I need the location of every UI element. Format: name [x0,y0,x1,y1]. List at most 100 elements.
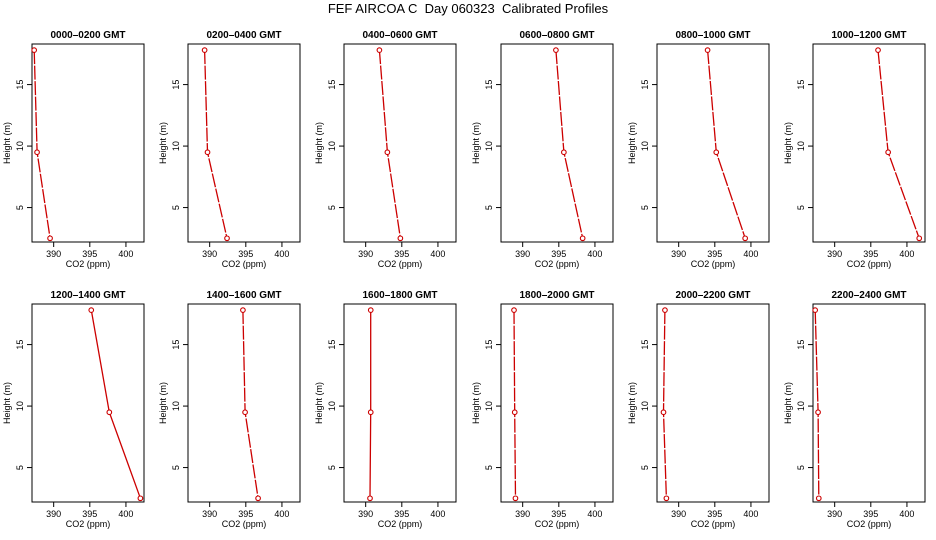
chart-5-xtick-label-1: 395 [863,249,878,259]
chart-5-point-2 [916,235,923,242]
chart-5-xtick-label-2: 400 [899,249,914,259]
chart-6-ytick-label-1: 10 [15,401,25,411]
chart-8-point-1 [367,409,374,416]
chart-3-xtick-label-1: 395 [551,249,566,259]
chart-4-frame [656,43,770,243]
chart-10-point-2 [663,495,670,502]
chart-8-point-2 [367,495,373,502]
chart-0-ylabel: Height (m) [2,122,12,164]
chart-7-xtick-label-2: 400 [274,509,289,519]
chart-3-point-2 [579,235,586,242]
chart-10-ytick-label-1: 10 [640,401,650,411]
chart-4-xlabel: CO2 (ppm) [691,259,736,269]
chart-1-ytick-label-1: 10 [171,141,181,151]
chart-8-point-0 [367,307,374,313]
chart-4-title: 0800–1000 GMT [675,30,750,41]
chart-8-ytick-label-0: 5 [327,465,337,470]
chart-2-point-2 [397,235,404,242]
chart-10-ylabel: Height (m) [627,382,637,424]
chart-1-ytick-label-0: 5 [171,205,181,210]
chart-6-series-line-0 [90,309,142,499]
chart-4-series-line-0 [706,50,746,239]
chart-0-point-2 [47,235,53,242]
chart-3-xtick-label-0: 390 [515,249,530,259]
chart-1-title: 0200–0400 GMT [206,30,281,41]
chart-0-xtick-label-1: 395 [82,249,97,259]
chart-7-ytick-label-0: 5 [171,465,181,470]
chart-9-title: 1800–2000 GMT [519,290,594,301]
chart-3-series-line-0 [555,50,584,239]
chart-5-ytick-label-0: 5 [796,205,806,210]
chart-2-ytick-label-0: 5 [327,205,337,210]
chart-1-frame [187,43,301,243]
chart-9-xtick-label-0: 390 [515,509,530,519]
chart-8-ytick-label-2: 15 [327,340,337,350]
chart-5-title: 1000–1200 GMT [831,30,906,41]
chart-9-ytick-label-2: 15 [484,340,494,350]
chart-9-xlabel: CO2 (ppm) [535,519,580,529]
chart-8-xtick-label-0: 390 [358,509,373,519]
chart-9-ytick-label-0: 5 [484,465,494,470]
chart-2-ytick-label-1: 10 [327,141,337,151]
chart-1-xlabel: CO2 (ppm) [222,259,267,269]
chart-1-point-0 [201,47,208,53]
chart-7-series-line-0 [242,310,259,499]
chart-7-ylabel: Height (m) [158,382,168,424]
chart-3-xtick-label-2: 400 [587,249,602,259]
chart-10-xtick-label-2: 400 [743,509,758,519]
chart-11-point-0 [812,307,819,313]
chart-6-point-1 [106,409,113,416]
chart-0-ytick-label-1: 10 [15,141,25,151]
chart-10-point-0 [662,307,668,313]
chart-8-title: 1600–1800 GMT [362,290,437,301]
chart-2-xtick-label-2: 400 [430,249,445,259]
chart-9-xtick-label-2: 400 [587,509,602,519]
figure-title: FEF AIRCOA C Day 060323 Calibrated Profi… [327,1,609,16]
chart-11-ylabel: Height (m) [783,382,793,424]
chart-7-title: 1400–1600 GMT [206,290,281,301]
chart-2-title: 0400–0600 GMT [362,30,437,41]
chart-10-xtick-label-0: 390 [671,509,686,519]
chart-1-point-1 [204,149,211,156]
chart-9-point-1 [511,409,518,416]
chart-8-xlabel: CO2 (ppm) [378,519,423,529]
chart-11-ytick-label-0: 5 [796,465,806,470]
chart-11-xlabel: CO2 (ppm) [847,519,892,529]
chart-1-xtick-label-2: 400 [274,249,289,259]
chart-4-ylabel: Height (m) [627,122,637,164]
chart-9-frame [500,303,614,503]
chart-2-point-1 [384,149,391,156]
chart-10-title: 2000–2200 GMT [675,290,750,301]
chart-6-point-0 [88,307,95,313]
chart-6-title: 1200–1400 GMT [50,290,125,301]
chart-6-xlabel: CO2 (ppm) [66,519,111,529]
chart-5-ylabel: Height (m) [783,122,793,164]
chart-2-frame [343,43,457,243]
chart-5-ytick-label-1: 10 [796,141,806,151]
chart-1-series-line-0 [203,50,228,239]
chart-1-xtick-label-1: 395 [238,249,253,259]
chart-11-title: 2200–2400 GMT [831,290,906,301]
chart-0-xtick-label-2: 400 [118,249,133,259]
chart-5-series-line-0 [877,50,920,239]
chart-4-ytick-label-2: 15 [640,80,650,90]
chart-4-xtick-label-2: 400 [743,249,758,259]
chart-0-ytick-label-0: 5 [15,205,25,210]
chart-1-point-2 [224,235,230,242]
chart-3-frame [500,43,614,243]
chart-8-series-line-0 [369,310,372,499]
chart-4-ytick-label-1: 10 [640,141,650,151]
chart-7-xtick-label-1: 395 [238,509,253,519]
chart-1-ylabel: Height (m) [158,122,168,164]
chart-9-point-2 [512,495,519,502]
chart-2-xlabel: CO2 (ppm) [378,259,423,269]
chart-8-ytick-label-1: 10 [327,401,337,411]
chart-4-xtick-label-1: 395 [707,249,722,259]
chart-2-xtick-label-1: 395 [394,249,409,259]
chart-11-ytick-label-2: 15 [796,340,806,350]
chart-7-point-0 [240,307,246,313]
chart-7-ytick-label-2: 15 [171,340,181,350]
chart-6-xtick-label-2: 400 [118,509,133,519]
chart-7-ytick-label-1: 10 [171,401,181,411]
